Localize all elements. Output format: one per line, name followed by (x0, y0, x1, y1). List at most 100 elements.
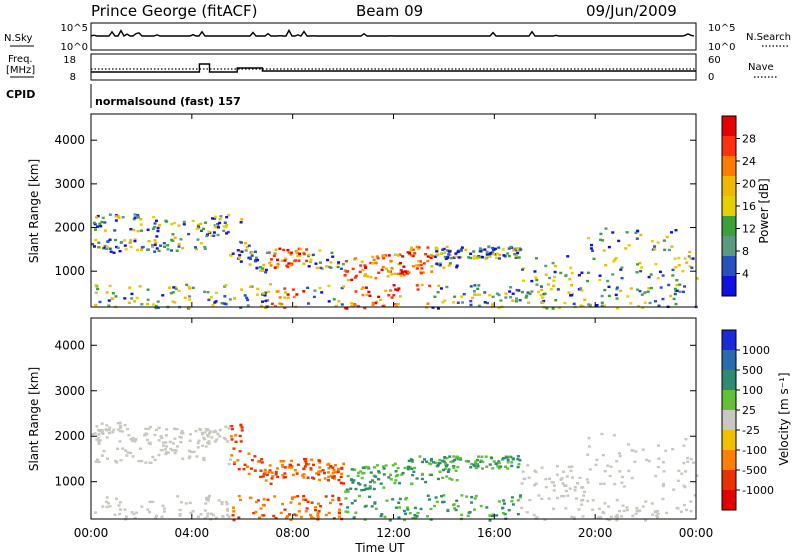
radar-return (243, 294, 247, 297)
radar-return (283, 306, 287, 309)
radar-return (199, 513, 203, 516)
radar-return (539, 285, 543, 288)
radar-return (662, 470, 666, 473)
radar-return (159, 244, 163, 247)
radar-return (309, 513, 313, 517)
radar-return (199, 428, 203, 432)
radar-return (405, 496, 409, 500)
radar-return (491, 295, 495, 299)
radar-return (491, 467, 495, 470)
radar-return (118, 501, 122, 504)
radar-return (425, 515, 429, 518)
radar-return (682, 444, 686, 447)
radar-return (448, 477, 452, 480)
radar-return (230, 427, 234, 431)
radar-return (473, 497, 477, 500)
radar-return (357, 482, 361, 485)
radar-return (153, 239, 157, 242)
radar-return (327, 462, 331, 466)
radar-return (238, 450, 242, 453)
radar-return (226, 440, 230, 443)
radar-return (147, 442, 151, 445)
radar-return (441, 476, 445, 480)
radar-return (582, 494, 586, 497)
radar-return (93, 222, 97, 226)
radar-return (253, 469, 257, 472)
radar-return (441, 459, 445, 463)
radar-return (354, 274, 358, 278)
radar-return (396, 302, 400, 306)
radar-return (473, 462, 477, 465)
radar-return (483, 291, 487, 294)
radar-return (363, 306, 367, 310)
radar-return (460, 246, 464, 249)
radar-return (361, 466, 365, 469)
radar-return (286, 265, 290, 269)
radar-return (485, 253, 489, 256)
radar-return (394, 304, 398, 307)
radar-return (162, 507, 166, 510)
freq-tick-bottom: 8 (70, 72, 76, 83)
radar-return (545, 307, 549, 310)
radar-return (369, 471, 373, 474)
radar-return (390, 267, 394, 270)
radar-return (134, 438, 138, 441)
radar-return (619, 268, 623, 271)
radar-return (108, 213, 112, 216)
radar-return (438, 470, 442, 473)
radar-return (213, 429, 217, 433)
radar-return (205, 515, 209, 518)
radar-return (238, 434, 242, 438)
radar-return (240, 426, 244, 429)
radar-return (345, 307, 349, 310)
radar-return (514, 256, 518, 259)
colorbar-segment (722, 490, 736, 511)
radar-return (438, 262, 442, 265)
radar-return (677, 263, 681, 267)
radar-return (124, 515, 128, 518)
radar-return (401, 255, 405, 258)
radar-return (638, 289, 642, 293)
radar-return (511, 299, 515, 302)
radar-return (317, 510, 321, 513)
colorbar-segment (722, 390, 736, 411)
radar-return (494, 462, 498, 466)
radar-return (382, 467, 386, 470)
radar-return (680, 472, 684, 475)
radar-return (661, 274, 665, 277)
radar-return (246, 304, 250, 307)
radar-return (625, 506, 629, 509)
radar-return (617, 239, 621, 243)
radar-return (258, 265, 262, 269)
radar-return (556, 465, 560, 468)
radar-return (507, 508, 511, 512)
radar-return (581, 498, 585, 502)
radar-return (220, 301, 224, 305)
radar-return (671, 274, 675, 277)
radar-return (258, 269, 262, 272)
radar-return (520, 268, 524, 271)
radar-return (358, 270, 362, 274)
radar-return (472, 463, 476, 467)
radar-return (259, 475, 263, 479)
radar-return (151, 245, 155, 249)
radar-return (326, 258, 330, 262)
radar-return (492, 248, 496, 251)
radar-return (519, 494, 523, 497)
radar-return (503, 512, 507, 516)
radar-return (603, 304, 607, 307)
radar-return (693, 494, 697, 497)
radar-return (577, 274, 581, 277)
radar-return (238, 498, 242, 502)
radar-return (459, 248, 463, 251)
radar-return (188, 455, 192, 458)
radar-return (359, 264, 363, 267)
radar-return (472, 508, 476, 511)
radar-return (97, 440, 101, 443)
radar-return (162, 241, 166, 245)
radar-return (206, 290, 210, 294)
radar-return (481, 256, 485, 259)
radar-return (588, 304, 592, 308)
radar-return (146, 298, 150, 302)
radar-return (213, 440, 217, 443)
